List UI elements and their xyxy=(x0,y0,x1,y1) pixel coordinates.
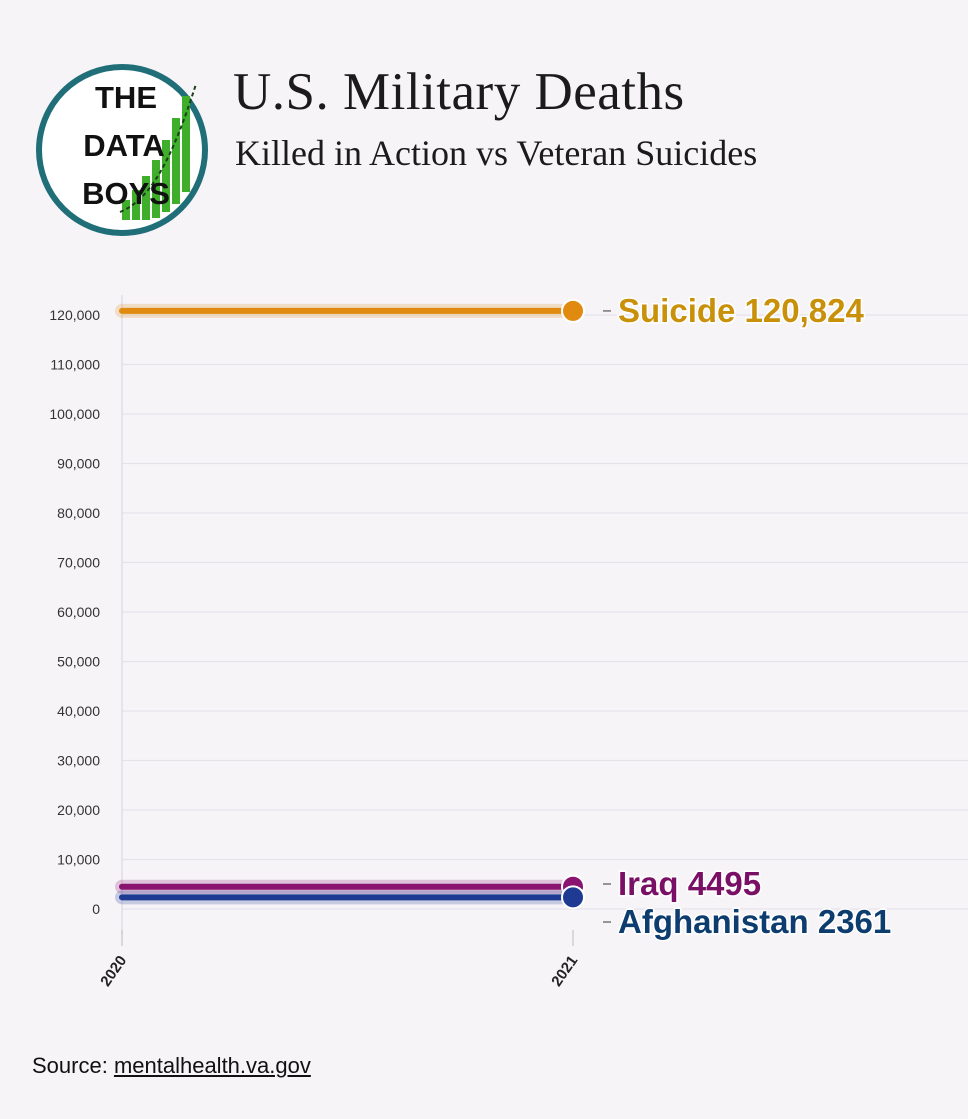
y-tick-label: 90,000 xyxy=(57,456,100,472)
suicide-end-point xyxy=(561,298,585,323)
suicide-label: Suicide 120,824 xyxy=(618,292,864,329)
y-tick-label: 10,000 xyxy=(57,852,100,868)
chart-title: U.S. Military Deaths xyxy=(233,63,685,121)
afghanistan-end-point xyxy=(561,885,585,910)
line-chart: 0 10,000 20,000 30,000 40,000 50,000 60,000 70,… xyxy=(49,290,968,990)
x-tick-label: 2021 xyxy=(548,953,581,990)
logo-trend-line xyxy=(119,83,197,213)
data-boys-logo: THE DATA BOYS xyxy=(36,64,208,236)
logo-text-data: DATA xyxy=(83,128,165,163)
logo-bars xyxy=(122,96,190,220)
y-tick-label: 0 xyxy=(92,901,100,917)
source-note: Source: mentalhealth.va.gov xyxy=(32,1053,311,1079)
y-tick-label: 120,000 xyxy=(49,307,100,323)
y-tick-label: 100,000 xyxy=(49,406,100,422)
source-prefix: Source: xyxy=(32,1053,114,1078)
y-axis: 0 10,000 20,000 30,000 40,000 50,000 60,000 70,… xyxy=(49,295,123,935)
logo-text-boys: BOYS xyxy=(82,176,170,211)
logo-text-the: THE xyxy=(95,80,157,115)
series-lines xyxy=(115,298,585,910)
y-tick-label: 60,000 xyxy=(57,604,100,620)
x-axis: 2020 2021 xyxy=(97,930,581,990)
afghanistan-label: Afghanistan 2361 xyxy=(618,903,891,940)
y-tick-label: 20,000 xyxy=(57,802,100,818)
source-link[interactable]: mentalhealth.va.gov xyxy=(113,1053,311,1078)
y-tick-label: 50,000 xyxy=(57,654,100,670)
y-tick-label: 70,000 xyxy=(57,555,100,571)
gridlines xyxy=(122,314,968,910)
chart-subtitle: Killed in Action vs Veteran Suicides xyxy=(235,133,758,173)
y-tick-label: 110,000 xyxy=(50,357,100,373)
iraq-label: Iraq 4495 xyxy=(618,865,761,902)
y-tick-label: 80,000 xyxy=(57,505,100,521)
y-tick-label: 40,000 xyxy=(57,703,100,719)
y-tick-label: 30,000 xyxy=(57,753,100,769)
x-tick-label: 2020 xyxy=(97,953,130,990)
